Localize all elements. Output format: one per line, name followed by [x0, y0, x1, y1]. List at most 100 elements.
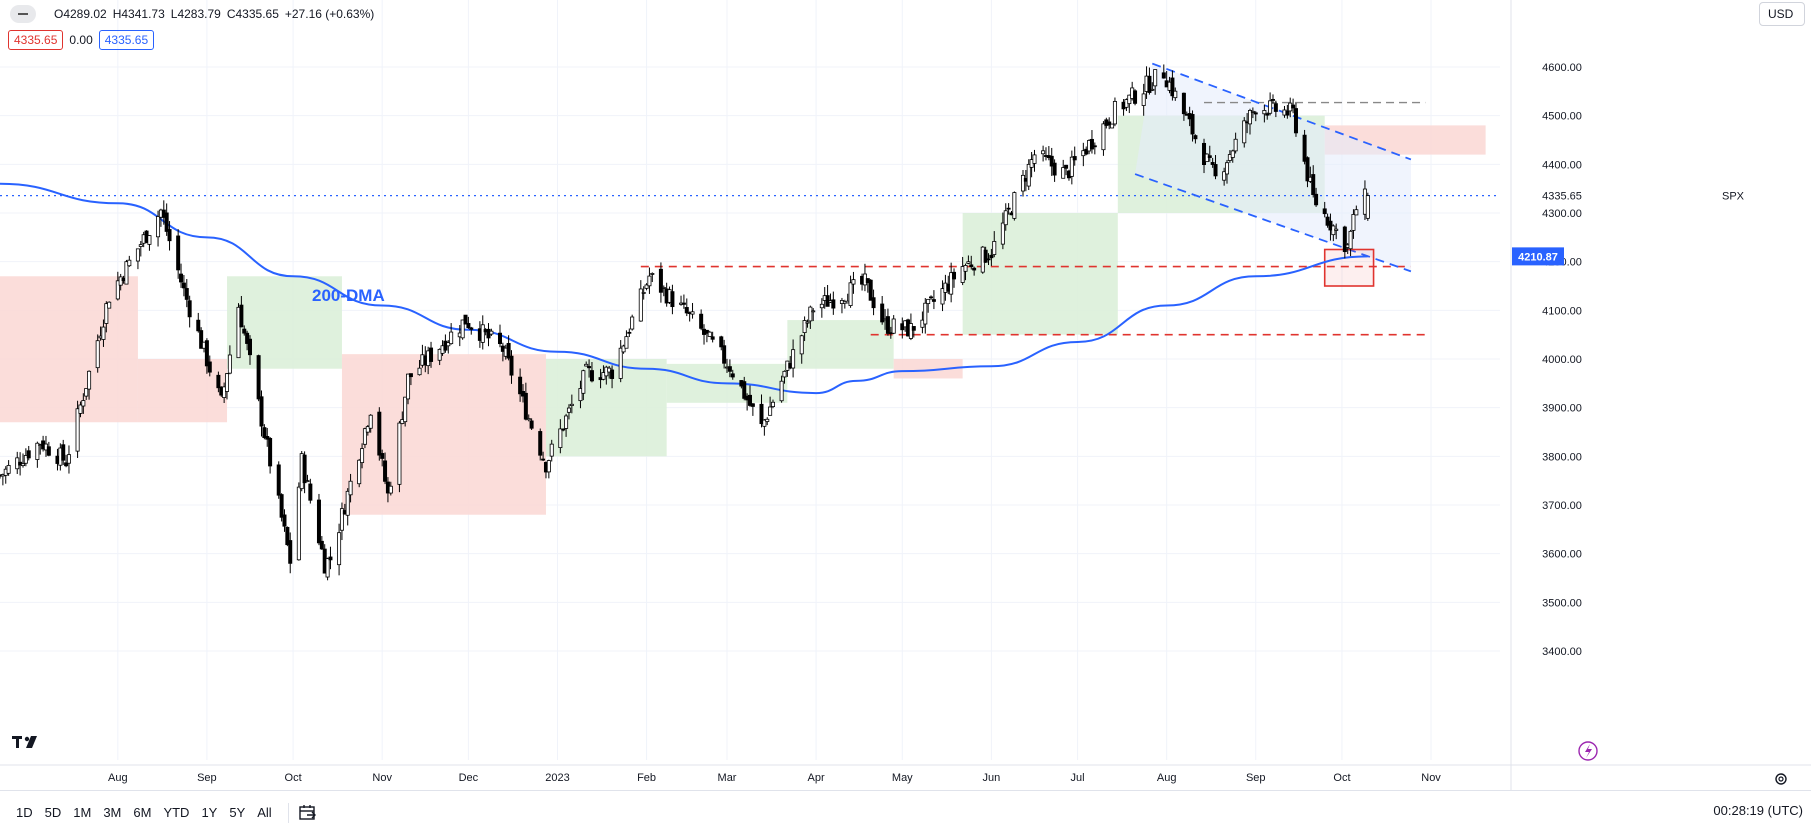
candle-down	[750, 403, 755, 407]
candle-up	[124, 261, 129, 285]
axes: 3400.00 3500.00 3600.00 3700.00 3800.00 3900.…	[0, 0, 1811, 790]
candle-down	[181, 282, 186, 289]
candle-down	[64, 462, 69, 467]
candle-up	[963, 265, 968, 272]
candle-up	[156, 216, 161, 238]
x-tick-label: Sep	[1246, 772, 1266, 784]
cloud-segment-bear	[0, 276, 138, 423]
candle-up	[770, 401, 775, 407]
candle-down	[1270, 99, 1275, 101]
y-tick-label: 3400.00	[1542, 646, 1582, 658]
buy-badge[interactable]: 4335.65	[98, 30, 155, 50]
candle-up	[357, 459, 362, 485]
candle-down	[1049, 155, 1054, 167]
x-tick-label: Oct	[285, 772, 302, 784]
trade-badges: 4335.65 0.00 4335.65	[8, 30, 155, 50]
range-button-1y[interactable]: 1Y	[201, 805, 218, 820]
candle-down	[722, 345, 727, 364]
candle-down	[929, 296, 934, 299]
candle-down	[46, 446, 51, 456]
candle-down	[969, 264, 974, 267]
calendar-goto-icon[interactable]	[297, 803, 319, 823]
candle-up	[345, 490, 350, 516]
tradingview-logo-icon[interactable]	[12, 734, 40, 755]
candle-up	[584, 363, 589, 367]
x-tick-label: 2023	[545, 772, 569, 784]
candle-up	[35, 442, 40, 460]
range-button-1d[interactable]: 1D	[16, 805, 33, 820]
candle-down	[727, 366, 732, 372]
price-chart[interactable]: 200-DMA 3400.00 3500.00 3600.00 3700.00 3800…	[0, 0, 1811, 790]
candle-up	[949, 272, 954, 295]
range-button-5d[interactable]: 5D	[44, 805, 62, 820]
candle-up	[365, 426, 370, 433]
candle-down	[1181, 92, 1186, 115]
candle-down	[885, 316, 890, 334]
candle-up	[135, 248, 140, 262]
range-button-3m[interactable]: 3M	[103, 805, 122, 820]
lightning-icon-bolt	[1585, 744, 1592, 758]
candle-down	[1170, 77, 1175, 97]
range-button-6m[interactable]: 6M	[133, 805, 152, 820]
candle-down	[26, 450, 31, 459]
gear-icon[interactable]	[1775, 773, 1787, 785]
candle-up	[1222, 171, 1227, 181]
candle-up	[296, 486, 301, 561]
candle-down	[216, 374, 221, 389]
currency-button[interactable]: USD	[1759, 2, 1805, 26]
candle-up	[20, 463, 25, 467]
candle-up	[406, 373, 411, 400]
x-tick-label: Jul	[1071, 772, 1085, 784]
range-button-all[interactable]: All	[257, 805, 272, 820]
range-button-ytd[interactable]: YTD	[163, 805, 190, 820]
candle-up	[339, 508, 344, 531]
candle-up	[566, 407, 571, 413]
dma-price-tag-bg	[1512, 247, 1564, 266]
candle-up	[337, 532, 342, 566]
x-tick-label: Aug	[1157, 772, 1177, 784]
candle-up	[799, 335, 804, 355]
candle-down	[466, 323, 471, 329]
candle-down	[279, 494, 284, 518]
candle-up	[549, 443, 554, 457]
candle-down	[627, 331, 632, 334]
candle-down	[204, 340, 209, 367]
lightning-icon-ring	[1578, 741, 1598, 761]
x-tick-label: Mar	[718, 772, 737, 784]
candle-up	[225, 373, 230, 392]
candle-up	[84, 388, 89, 397]
candle-up	[78, 404, 83, 414]
gear-icon-hub	[1778, 776, 1784, 782]
candle-up	[791, 349, 796, 369]
collapse-legend-button[interactable]	[10, 5, 36, 23]
cloud-segment-bear	[893, 359, 963, 379]
range-button-5y[interactable]: 5Y	[229, 805, 246, 820]
x-tick-label: Nov	[1421, 772, 1441, 784]
candle-up	[661, 287, 666, 289]
candle-down	[670, 291, 675, 308]
candle-down	[730, 373, 735, 378]
candle-up	[446, 342, 451, 347]
candle-up	[1334, 228, 1339, 231]
candle-down	[509, 355, 514, 376]
candle-up	[960, 266, 965, 283]
candle-up	[101, 326, 106, 340]
candle-down	[1052, 162, 1057, 176]
utc-clock[interactable]: 00:28:19 (UTC)	[1713, 803, 1803, 818]
candle-up	[1173, 90, 1178, 99]
candle-up	[1262, 110, 1267, 115]
candle-up	[480, 324, 485, 343]
dma-200-line	[0, 182, 1368, 395]
candle-down	[710, 336, 715, 340]
candle-down	[880, 303, 885, 323]
candle-down	[463, 314, 468, 325]
range-button-1m[interactable]: 1M	[73, 805, 92, 820]
sell-badge[interactable]: 4335.65	[8, 30, 64, 50]
x-tick-label: Aug	[108, 772, 128, 784]
candle-down	[1190, 114, 1195, 135]
candle-up	[940, 288, 945, 305]
channel-lower-line	[1134, 173, 1412, 273]
candle-up	[115, 280, 120, 300]
lightning-icon[interactable]	[1578, 741, 1598, 761]
